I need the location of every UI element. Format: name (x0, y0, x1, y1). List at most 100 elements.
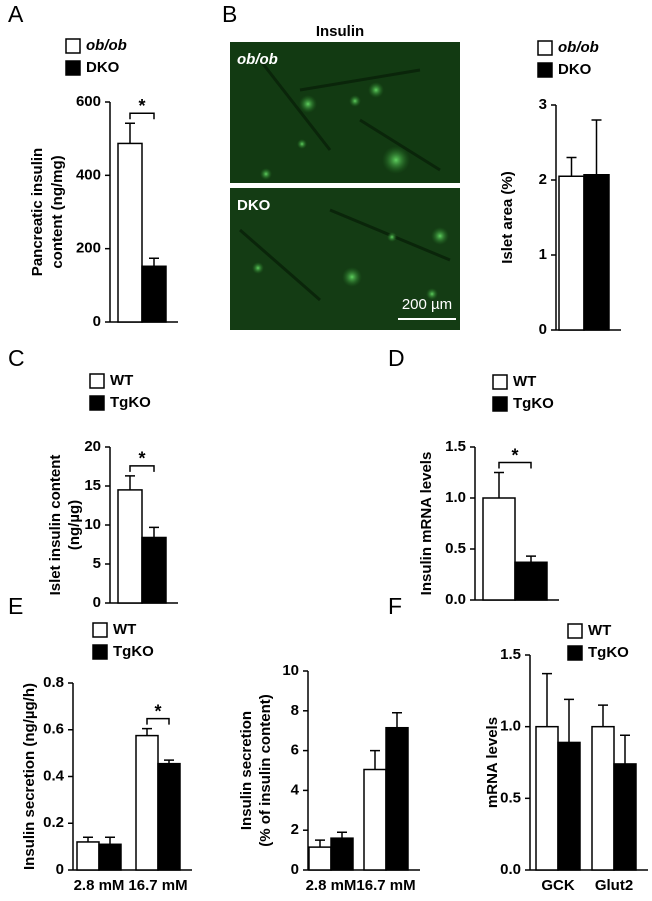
bar (117, 142, 143, 323)
panel-letter: C (8, 345, 25, 371)
y-tick-label: 20 (84, 438, 101, 455)
y-tick-label: 0.8 (43, 674, 64, 691)
bar (141, 536, 167, 604)
micrographs: Insulin ob/ob DKO 200 µm (230, 23, 460, 330)
bar (76, 841, 100, 871)
image-title: Insulin (316, 23, 364, 40)
legend-label: TgKO (588, 644, 629, 661)
y-axis-label: (% of insulin content) (257, 694, 274, 846)
y-tick-label: 400 (76, 166, 101, 183)
panel-letter: E (8, 593, 23, 619)
legend-label: WT (113, 621, 136, 638)
y-tick-label: 8 (291, 702, 299, 719)
y-tick-label: 10 (282, 662, 299, 679)
bar (157, 762, 181, 871)
error-bar (337, 831, 347, 839)
panel-letter: D (388, 345, 405, 371)
legend-label: WT (588, 622, 611, 639)
error-bar (315, 839, 325, 848)
y-tick-label: 0.5 (500, 789, 521, 806)
x-tick-label: Glut2 (595, 877, 633, 894)
error-bar (125, 475, 135, 490)
panel-letter: B (222, 1, 237, 27)
y-tick-label: 200 (76, 240, 101, 257)
legend-swatch (537, 62, 553, 78)
y-tick-label: 4 (291, 781, 300, 798)
error-bar (83, 836, 93, 842)
legend-swatch (65, 38, 81, 54)
y-tick-label: 0 (93, 313, 101, 330)
y-tick-label: 1.5 (445, 438, 466, 455)
y-tick-label: 0.2 (43, 814, 64, 831)
error-bar (142, 727, 152, 736)
error-bar (566, 156, 577, 177)
y-tick-label: 2 (291, 821, 299, 838)
error-bar (392, 712, 402, 728)
y-tick-label: 1.0 (445, 489, 466, 506)
image-label: ob/ob (237, 51, 278, 68)
y-tick-label: 3 (539, 96, 547, 113)
y-tick-label: 1 (539, 246, 547, 263)
y-tick-label: 0 (291, 861, 299, 878)
error-bar (149, 257, 159, 267)
error-bar (370, 749, 380, 770)
x-tick-label: 16.7 mM (128, 877, 187, 894)
error-bar (542, 672, 552, 727)
y-tick-label: 0.0 (445, 591, 466, 608)
legend-label: TgKO (113, 643, 154, 660)
y-axis-label: (ng/µg) (66, 500, 83, 550)
legend-swatch (492, 374, 508, 390)
legend-swatch (92, 644, 108, 660)
scale-bar-label: 200 µm (402, 296, 452, 313)
y-tick-label: 0.5 (445, 540, 466, 557)
significance-label: * (154, 701, 161, 721)
y-tick-label: 1.5 (500, 646, 521, 663)
bar (330, 837, 354, 871)
y-axis-label: Islet area (%) (499, 171, 516, 264)
bar (557, 741, 581, 871)
bar (308, 846, 332, 871)
y-tick-label: 10 (84, 516, 101, 533)
y-axis-label: Insulin mRNA levels (418, 452, 435, 596)
significance-bracket (129, 112, 155, 120)
error-bar (564, 698, 574, 743)
bar (363, 768, 387, 871)
bar (141, 265, 167, 323)
legend-swatch (89, 395, 105, 411)
bar (482, 497, 516, 601)
bar (117, 489, 143, 604)
y-tick-label: 0.4 (43, 767, 65, 784)
error-bar (526, 555, 536, 563)
significance-label: * (138, 96, 145, 116)
x-tick-label: 16.7 mM (356, 877, 415, 894)
legend-label: ob/ob (558, 39, 599, 56)
image-label: DKO (237, 197, 271, 214)
legend-swatch (65, 60, 81, 76)
legend-label: WT (110, 372, 133, 389)
legend-swatch (92, 622, 108, 638)
y-tick-label: 0.6 (43, 721, 64, 738)
y-tick-label: 6 (291, 742, 299, 759)
error-bar (149, 526, 159, 538)
error-bar (494, 471, 504, 498)
significance-label: * (511, 445, 518, 465)
y-tick-label: 1.0 (500, 718, 521, 735)
bar (135, 734, 159, 871)
bar (535, 725, 559, 871)
x-tick-label: GCK (541, 877, 575, 894)
bar (583, 174, 610, 331)
x-tick-label: 2.8 mM (306, 877, 357, 894)
bar (558, 175, 585, 331)
y-tick-label: 2 (539, 171, 547, 188)
error-bar (591, 119, 602, 175)
x-tick-label: 2.8 mM (74, 877, 125, 894)
y-tick-label: 600 (76, 93, 101, 110)
significance-label: * (138, 449, 145, 469)
legend-swatch (492, 396, 508, 412)
legend-swatch (537, 40, 553, 56)
y-tick-label: 0 (93, 594, 101, 611)
legend-label: DKO (558, 61, 592, 78)
y-tick-label: 0 (56, 861, 64, 878)
legend-swatch (567, 623, 583, 639)
micrograph (230, 188, 460, 330)
